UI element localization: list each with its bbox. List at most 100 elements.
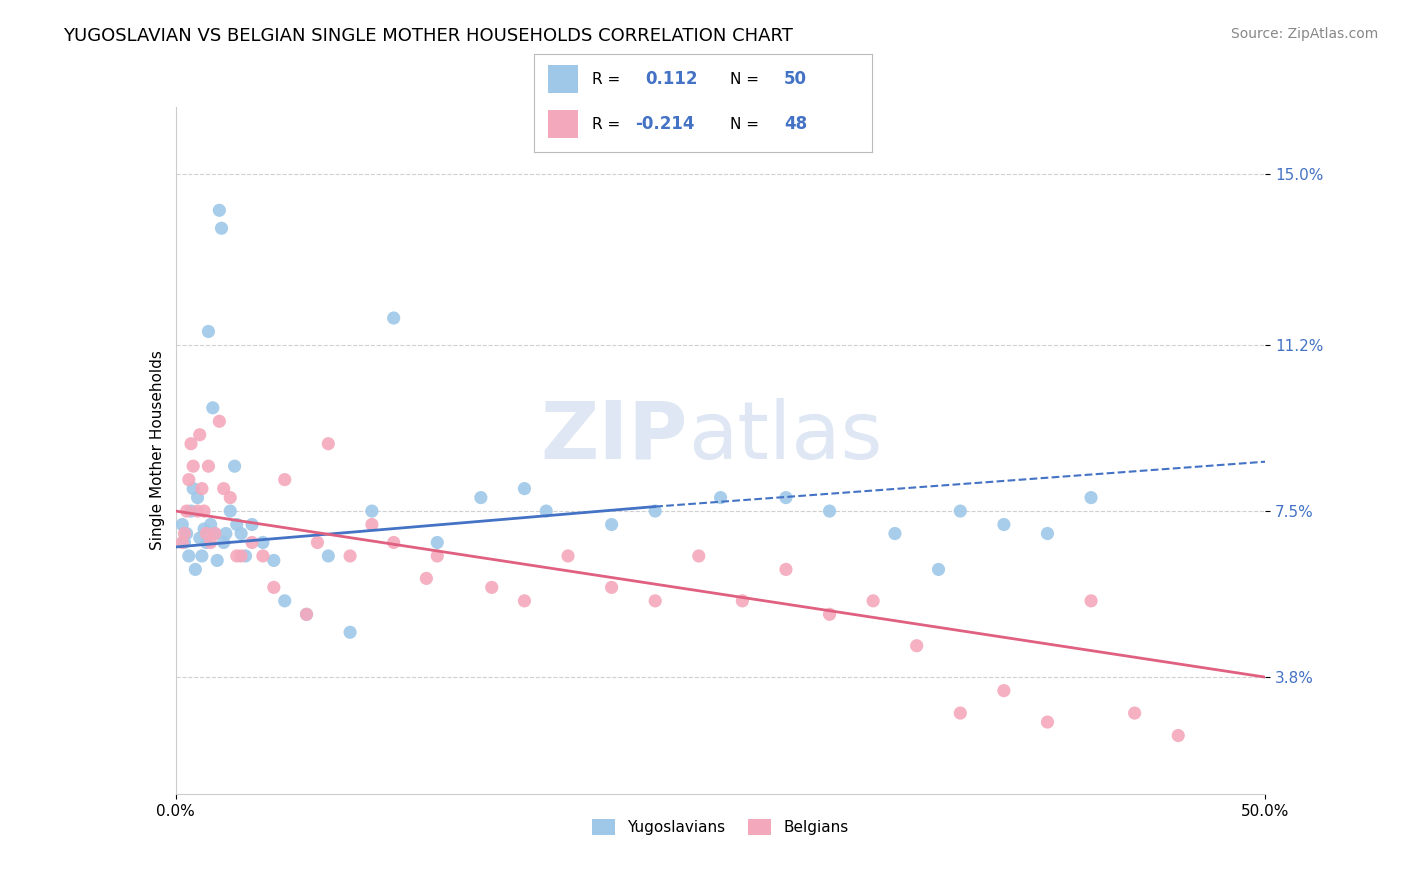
Point <box>382 311 405 326</box>
Point <box>993 517 1015 532</box>
Point <box>176 504 198 518</box>
Point <box>884 526 907 541</box>
Point <box>219 491 242 505</box>
Point <box>731 594 754 608</box>
Text: R =: R = <box>592 71 620 87</box>
Point <box>235 549 257 563</box>
Point <box>534 504 557 518</box>
Text: N =: N = <box>730 71 759 87</box>
Point <box>644 504 666 518</box>
Point <box>219 504 242 518</box>
Point <box>212 482 235 496</box>
Text: 48: 48 <box>785 115 807 133</box>
Point <box>1080 491 1102 505</box>
Point <box>295 607 318 622</box>
Point <box>201 401 224 415</box>
Point <box>710 491 733 505</box>
Y-axis label: Single Mother Households: Single Mother Households <box>149 351 165 550</box>
Point <box>172 517 194 532</box>
Point <box>295 607 318 622</box>
Point <box>225 549 247 563</box>
Point <box>263 580 285 594</box>
FancyBboxPatch shape <box>548 65 578 93</box>
Point <box>200 517 222 532</box>
Legend: Yugoslavians, Belgians: Yugoslavians, Belgians <box>586 813 855 841</box>
Point <box>688 549 710 563</box>
Point <box>197 459 219 474</box>
Point <box>211 221 233 235</box>
Point <box>426 535 449 549</box>
Point <box>1036 714 1059 729</box>
Point <box>180 504 202 518</box>
Text: atlas: atlas <box>688 398 882 475</box>
Point <box>339 625 361 640</box>
Point <box>173 535 195 549</box>
Point <box>204 526 226 541</box>
Point <box>172 535 194 549</box>
Point <box>231 526 253 541</box>
Point <box>188 531 211 545</box>
Text: ZIP: ZIP <box>541 398 688 475</box>
Point <box>318 549 340 563</box>
Text: R =: R = <box>592 117 620 132</box>
Point <box>224 459 246 474</box>
Point <box>928 562 950 576</box>
Point <box>481 580 503 594</box>
Point <box>205 553 228 567</box>
Point <box>307 535 329 549</box>
Point <box>274 473 297 487</box>
Point <box>177 549 200 563</box>
Point <box>949 706 972 720</box>
Point <box>600 517 623 532</box>
Point <box>191 482 214 496</box>
Point <box>197 325 219 339</box>
Point <box>470 491 492 505</box>
Point <box>181 482 204 496</box>
Point <box>318 436 340 450</box>
Point <box>208 203 231 218</box>
Point <box>862 594 884 608</box>
Point <box>339 549 361 563</box>
Point <box>180 436 202 450</box>
Text: 0.112: 0.112 <box>645 70 699 88</box>
Point <box>191 549 214 563</box>
Point <box>818 607 841 622</box>
Point <box>382 535 405 549</box>
Point <box>775 491 797 505</box>
Point <box>173 526 195 541</box>
Point <box>240 517 263 532</box>
Point <box>193 504 215 518</box>
Point <box>905 639 928 653</box>
Point <box>215 526 238 541</box>
Point <box>274 594 297 608</box>
Point <box>426 549 449 563</box>
Point <box>186 504 209 518</box>
Point <box>240 535 263 549</box>
Point <box>644 594 666 608</box>
Point <box>263 553 285 567</box>
Point <box>1123 706 1146 720</box>
Point <box>361 517 384 532</box>
Point <box>415 571 437 585</box>
FancyBboxPatch shape <box>548 111 578 138</box>
Point <box>775 562 797 576</box>
Text: 50: 50 <box>785 70 807 88</box>
Point <box>1036 526 1059 541</box>
Point <box>993 683 1015 698</box>
Point <box>1080 594 1102 608</box>
Point <box>193 522 215 536</box>
Point <box>200 535 222 549</box>
Point <box>557 549 579 563</box>
Point <box>1167 729 1189 743</box>
Point <box>252 535 274 549</box>
Point <box>513 482 536 496</box>
Point <box>186 491 209 505</box>
Point <box>949 504 972 518</box>
Point <box>195 526 218 541</box>
Point <box>177 473 200 487</box>
Point <box>176 526 198 541</box>
Point <box>513 594 536 608</box>
Point <box>184 562 207 576</box>
Point <box>231 549 253 563</box>
Point <box>225 517 247 532</box>
